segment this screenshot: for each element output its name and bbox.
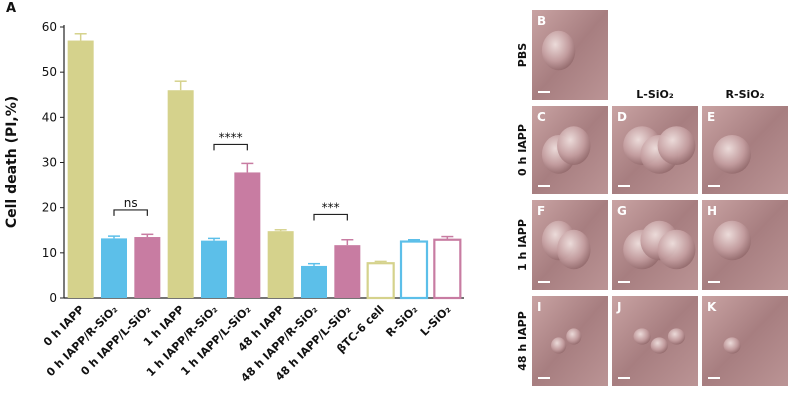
bar: [301, 265, 327, 298]
significance-bracket: [113, 209, 148, 216]
column-label: R-SiO₂: [726, 88, 765, 101]
row-label: PBS: [516, 43, 529, 67]
sem-image: [702, 296, 788, 386]
significance-bracket: [213, 143, 248, 151]
cell: [557, 126, 591, 165]
bar: [399, 240, 429, 300]
bar: [134, 237, 161, 298]
image-panels: B C D E F G H I J K PBS 0 h IAPP 1 h IAPP 48 h IAPP L-…: [516, 10, 788, 386]
cell: [713, 220, 752, 261]
significance-label: ns: [124, 196, 138, 210]
x-tick-label: L-SiO₂: [418, 303, 454, 339]
row-label: 1 h IAPP: [516, 219, 529, 271]
y-tick-label: 20: [42, 201, 57, 215]
bar: [67, 40, 94, 299]
bar: [433, 238, 462, 300]
panel-letter: G: [617, 204, 627, 218]
cell: [557, 229, 591, 270]
panel-letter: E: [707, 110, 715, 124]
panel-letter: I: [537, 300, 541, 314]
bar: [201, 240, 227, 298]
column-label: L-SiO₂: [636, 88, 674, 101]
cell: [713, 135, 752, 174]
panel-letter: F: [537, 204, 545, 218]
y-tick-label: 60: [42, 20, 57, 34]
cell: [551, 337, 567, 354]
panel-letter: C: [537, 110, 546, 124]
y-tick-label: 50: [42, 65, 57, 79]
y-tick-label: 10: [42, 246, 57, 260]
bar: [101, 238, 127, 298]
panel-letter: J: [616, 300, 621, 314]
cell: [667, 328, 686, 345]
bar: [234, 172, 261, 298]
row-label: 0 h IAPP: [516, 124, 529, 176]
y-tick-label: 30: [42, 156, 57, 170]
y-tick-label: 40: [42, 110, 57, 124]
y-tick-label: 0: [49, 291, 57, 305]
significance-bracket: [313, 213, 348, 221]
panel-letter: B: [537, 14, 546, 28]
cell: [723, 337, 741, 354]
cell: [657, 126, 696, 165]
cell: [541, 30, 576, 71]
bar: [366, 262, 395, 300]
cell: [650, 337, 668, 354]
y-axis-label: Cell death (PI,%): [4, 96, 20, 228]
row-label: 48 h IAPP: [516, 311, 529, 371]
significance-label: ***: [322, 200, 340, 214]
panel-letter: K: [707, 300, 717, 314]
panel-letter: D: [617, 110, 627, 124]
bar: [267, 231, 294, 298]
significance-label: ****: [219, 130, 243, 144]
panel-label: A: [6, 1, 16, 16]
panel-letter: H: [707, 204, 717, 218]
bar: [334, 245, 361, 298]
cell: [657, 229, 696, 270]
cell: [566, 328, 582, 345]
x-tick-label: R-SiO₂: [383, 303, 420, 340]
cell: [633, 328, 651, 345]
bar: [167, 90, 194, 298]
